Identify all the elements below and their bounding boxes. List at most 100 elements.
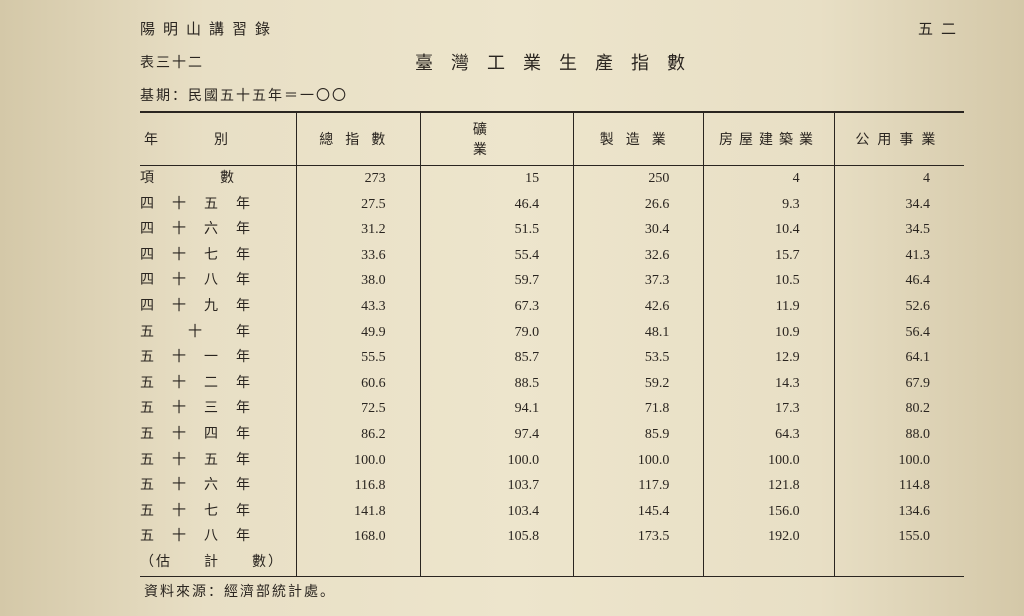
cell: 五 十 一 年: [140, 345, 297, 371]
cell: 97.4: [420, 422, 574, 448]
cell: 134.6: [834, 499, 964, 525]
cell: 145.4: [574, 499, 704, 525]
cell: 46.4: [834, 268, 964, 294]
table-row: 五 十 一 年55.585.753.512.964.1: [140, 345, 964, 371]
cell: 10.4: [704, 217, 834, 243]
table-row: 五 十 八 年168.0105.8173.5192.0155.0: [140, 524, 964, 550]
cell: 30.4: [574, 217, 704, 243]
cell: 27.5: [297, 192, 421, 218]
cell: 156.0: [704, 499, 834, 525]
cell: 4: [704, 166, 834, 192]
cell: 64.3: [704, 422, 834, 448]
col-const: 房屋建築業: [704, 112, 834, 166]
cell: 59.7: [420, 268, 574, 294]
cell: 五 十 年: [140, 320, 297, 346]
data-table: 年 別 總指數 礦業 製造業 房屋建築業 公用事業 項 數2731525044四…: [140, 111, 964, 577]
cell: 173.5: [574, 524, 704, 550]
cell: 56.4: [834, 320, 964, 346]
table-row: 五 十 七 年141.8103.4145.4156.0134.6: [140, 499, 964, 525]
cell: 67.9: [834, 371, 964, 397]
cell: 59.2: [574, 371, 704, 397]
table-title: 臺灣工業生產指數: [154, 49, 964, 75]
cell: 64.1: [834, 345, 964, 371]
cell: 53.5: [574, 345, 704, 371]
book-title: 陽明山講習錄: [140, 18, 278, 39]
cell: 103.4: [420, 499, 574, 525]
col-total: 總指數: [297, 112, 421, 166]
cell: 114.8: [834, 473, 964, 499]
item-count-row: 項 數2731525044: [140, 166, 964, 192]
cell: 86.2: [297, 422, 421, 448]
cell: 250: [574, 166, 704, 192]
cell: 273: [297, 166, 421, 192]
cell: 4: [834, 166, 964, 192]
cell: 100.0: [297, 448, 421, 474]
cell: 105.8: [420, 524, 574, 550]
title-row: 表三十二 臺灣工業生產指數: [140, 49, 964, 75]
cell: 88.0: [834, 422, 964, 448]
cell: 五 十 五 年: [140, 448, 297, 474]
cell: 14.3: [704, 371, 834, 397]
cell: 五 十 六 年: [140, 473, 297, 499]
cell: [704, 550, 834, 576]
table-row: 四 十 五 年27.546.426.69.334.4: [140, 192, 964, 218]
cell: 117.9: [574, 473, 704, 499]
cell: 121.8: [704, 473, 834, 499]
col-mining: 礦業: [420, 112, 574, 166]
cell: 34.4: [834, 192, 964, 218]
cell: 10.9: [704, 320, 834, 346]
cell: 32.6: [574, 243, 704, 269]
cell: 五 十 三 年: [140, 396, 297, 422]
cell: 94.1: [420, 396, 574, 422]
col-util: 公用事業: [834, 112, 964, 166]
cell: 85.7: [420, 345, 574, 371]
cell: 12.9: [704, 345, 834, 371]
cell: 60.6: [297, 371, 421, 397]
cell: 48.1: [574, 320, 704, 346]
cell: 103.7: [420, 473, 574, 499]
cell: 37.3: [574, 268, 704, 294]
table-row: 五 十 年49.979.048.110.956.4: [140, 320, 964, 346]
table-row: 五 十 三 年72.594.171.817.380.2: [140, 396, 964, 422]
cell: 51.5: [420, 217, 574, 243]
cell: 四 十 九 年: [140, 294, 297, 320]
estimate-row: （估 計 數）: [140, 550, 964, 576]
cell: 100.0: [420, 448, 574, 474]
table-row: 四 十 七 年33.655.432.615.741.3: [140, 243, 964, 269]
cell: 100.0: [704, 448, 834, 474]
cell: 55.4: [420, 243, 574, 269]
cell: 55.5: [297, 345, 421, 371]
cell: 15.7: [704, 243, 834, 269]
cell: 34.5: [834, 217, 964, 243]
cell: 9.3: [704, 192, 834, 218]
cell: 四 十 五 年: [140, 192, 297, 218]
cell: 四 十 八 年: [140, 268, 297, 294]
source-note: 資料來源：經濟部統計處。: [140, 581, 964, 601]
cell: [297, 550, 421, 576]
cell: 項 數: [140, 166, 297, 192]
page-header: 陽明山講習錄 五二: [140, 18, 964, 39]
cell: [574, 550, 704, 576]
cell: 67.3: [420, 294, 574, 320]
cell: 17.3: [704, 396, 834, 422]
table-row: 四 十 八 年38.059.737.310.546.4: [140, 268, 964, 294]
cell: 43.3: [297, 294, 421, 320]
table-row: 五 十 六 年116.8103.7117.9121.8114.8: [140, 473, 964, 499]
cell: 72.5: [297, 396, 421, 422]
cell: 79.0: [420, 320, 574, 346]
cell: 100.0: [834, 448, 964, 474]
cell: 四 十 七 年: [140, 243, 297, 269]
cell: 192.0: [704, 524, 834, 550]
cell: 五 十 八 年: [140, 524, 297, 550]
cell: 26.6: [574, 192, 704, 218]
page-number: 五二: [918, 18, 964, 39]
cell: 五 十 二 年: [140, 371, 297, 397]
cell: 116.8: [297, 473, 421, 499]
cell: 42.6: [574, 294, 704, 320]
cell: 52.6: [834, 294, 964, 320]
table-row: 五 十 二 年60.688.559.214.367.9: [140, 371, 964, 397]
cell: 31.2: [297, 217, 421, 243]
cell: 10.5: [704, 268, 834, 294]
cell: [834, 550, 964, 576]
cell: 41.3: [834, 243, 964, 269]
